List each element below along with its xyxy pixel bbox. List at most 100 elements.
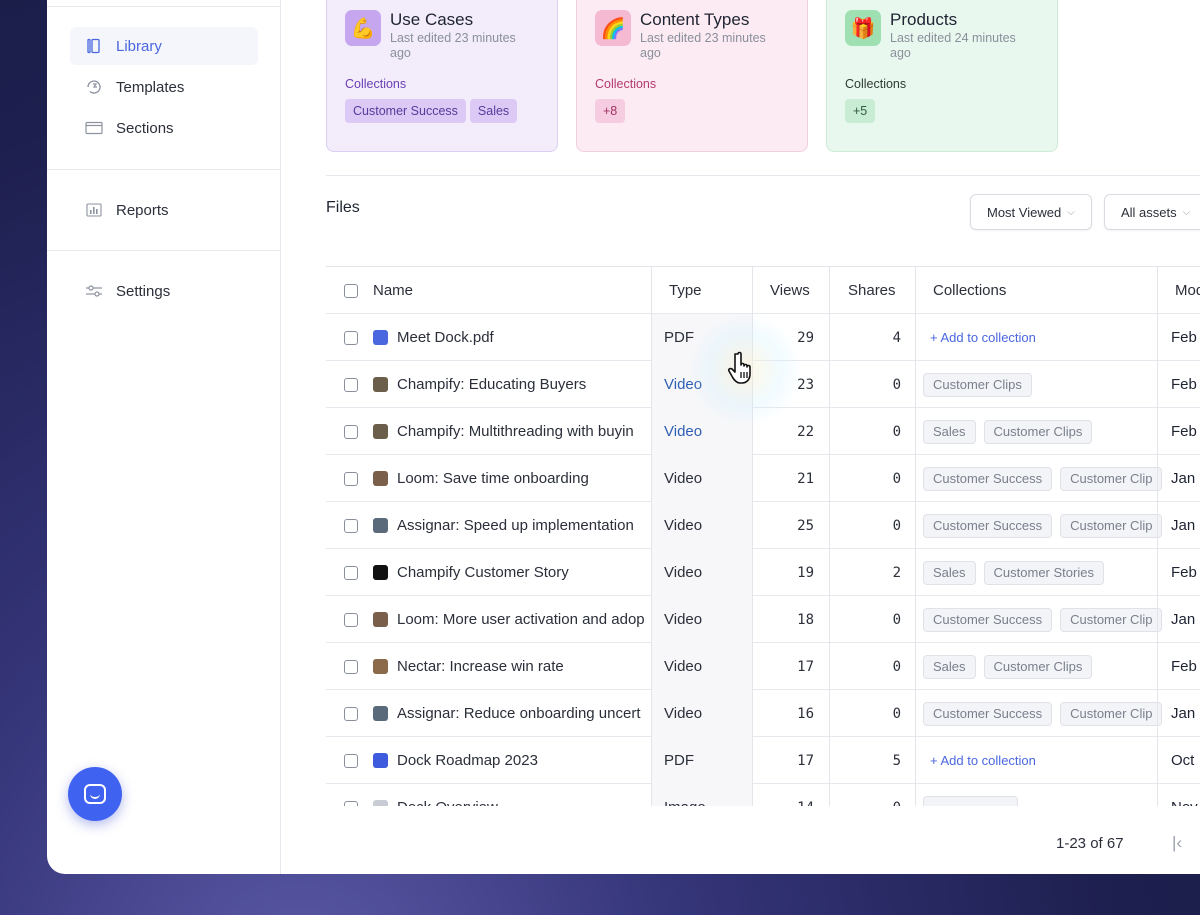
sidebar-item-sections[interactable]: Sections: [70, 109, 258, 147]
file-type: Video: [664, 705, 703, 722]
row-checkbox[interactable]: [344, 612, 358, 627]
collection-chip[interactable]: Sales: [469, 99, 518, 123]
table-row[interactable]: Assignar: Speed up implementation Video 25…: [326, 502, 1200, 549]
chevron-down-icon: ⌵: [1067, 206, 1075, 218]
collection-tag[interactable]: Sales: [923, 419, 976, 444]
sidebar-item-templates[interactable]: Templates: [70, 68, 258, 106]
library-icon: [84, 38, 104, 54]
sidebar-item-settings[interactable]: Settings: [70, 272, 258, 310]
chat-button[interactable]: [68, 767, 122, 821]
column-header-modified[interactable]: Mod: [1175, 282, 1200, 299]
collection-tag[interactable]: Customer Clip: [1060, 701, 1163, 726]
table-row[interactable]: Meet Dock.pdf PDF 29 4 + Add to collection Fe…: [326, 314, 1200, 361]
row-checkbox[interactable]: [344, 800, 358, 806]
table-row[interactable]: Dock Roadmap 2023 PDF 17 5 + Add to collecti…: [326, 737, 1200, 784]
row-checkbox[interactable]: [344, 518, 358, 533]
file-name-cell[interactable]: Nectar: Increase win rate: [373, 643, 651, 690]
collections-cell: Customer Clips: [921, 361, 1163, 408]
row-checkbox[interactable]: [344, 424, 358, 439]
collection-tag[interactable]: Customer Stories: [983, 560, 1104, 585]
collection-tag[interactable]: Sales: [923, 654, 976, 679]
collections-cell: Sales Customer Clips: [921, 408, 1163, 455]
column-header-shares[interactable]: Shares: [848, 282, 896, 299]
file-type: Video: [664, 611, 703, 628]
sidebar-item-library[interactable]: Library: [70, 27, 258, 65]
collection-tag[interactable]: Customer Clips: [923, 372, 1032, 397]
column-divider: [651, 267, 652, 806]
column-header-name[interactable]: Name: [373, 282, 414, 299]
row-checkbox[interactable]: [344, 659, 358, 674]
file-name-cell[interactable]: Loom: Save time onboarding: [373, 455, 651, 502]
table-row[interactable]: Nectar: Increase win rate Video 17 0 Sales Cu…: [326, 643, 1200, 690]
card-chips: +8: [595, 99, 626, 123]
collection-chip[interactable]: Customer Success: [345, 99, 466, 123]
view-count: 25: [797, 517, 814, 534]
collection-tag[interactable]: Customer Clip: [1060, 466, 1163, 491]
type-cell-background: [651, 643, 752, 690]
collection-tag[interactable]: Customer Clip: [1060, 607, 1163, 632]
collection-tag[interactable]: Customer Success: [923, 466, 1053, 491]
file-name-cell[interactable]: Champify: Educating Buyers: [373, 361, 651, 408]
collection-card-content-types[interactable]: 🌈 Content Types Last edited 23 minutes a…: [576, 0, 808, 152]
column-divider: [752, 267, 753, 806]
collection-tag[interactable]: Customer Clips: [983, 419, 1093, 444]
view-count: 16: [797, 705, 814, 722]
file-name: Loom: More user activation and adop: [397, 611, 645, 628]
row-checkbox[interactable]: [344, 330, 358, 345]
row-checkbox-cell: [344, 549, 364, 596]
row-checkbox[interactable]: [344, 471, 358, 486]
add-to-collection-link[interactable]: + Add to collection: [930, 330, 1036, 345]
collection-tag[interactable]: Customer Clips: [983, 654, 1093, 679]
table-row[interactable]: Dock Overview Image14 0 Nov: [326, 784, 1200, 806]
column-header-collections[interactable]: Collections: [933, 282, 1007, 299]
table-row[interactable]: Loom: More user activation and adop Video…: [326, 596, 1200, 643]
first-page-icon[interactable]: |‹: [1172, 833, 1183, 852]
collection-tag[interactable]: Customer Success: [923, 607, 1053, 632]
file-name-cell[interactable]: Meet Dock.pdf: [373, 314, 651, 361]
file-name-cell[interactable]: Dock Overview: [373, 784, 651, 806]
share-count: 4: [892, 329, 901, 346]
table-row[interactable]: Champify: Educating Buyers Video 23 0 Custom…: [326, 361, 1200, 408]
collection-tag[interactable]: [923, 795, 1018, 806]
file-name-cell[interactable]: Dock Roadmap 2023: [373, 737, 651, 784]
file-name-cell[interactable]: Loom: More user activation and adop: [373, 596, 651, 643]
table-row[interactable]: Assignar: Reduce onboarding uncert Video 1…: [326, 690, 1200, 737]
collection-tag[interactable]: Customer Clip: [1060, 513, 1163, 538]
type-cell-background: [651, 690, 752, 737]
collection-card-products[interactable]: 🎁 Products Last edited 24 minutes ago Co…: [826, 0, 1058, 152]
file-name: Champify: Educating Buyers: [397, 376, 587, 393]
add-to-collection-link[interactable]: + Add to collection: [930, 753, 1036, 768]
file-name-cell[interactable]: Champify Customer Story: [373, 549, 651, 596]
file-name-cell[interactable]: Champify: Multithreading with buyin: [373, 408, 651, 455]
asset-filter-dropdown[interactable]: All assets ⌵: [1104, 194, 1200, 230]
table-row[interactable]: Champify: Multithreading with buyin Video…: [326, 408, 1200, 455]
row-checkbox[interactable]: [344, 565, 358, 580]
row-checkbox[interactable]: [344, 706, 358, 721]
table-row[interactable]: Champify Customer Story Video 19 2 Sales Cust…: [326, 549, 1200, 596]
collection-tag[interactable]: Customer Success: [923, 701, 1053, 726]
column-header-views[interactable]: Views: [770, 282, 810, 299]
select-all-checkbox[interactable]: [344, 283, 358, 298]
table-row[interactable]: Loom: Save time onboarding Video 21 0 Custom…: [326, 455, 1200, 502]
row-checkbox[interactable]: [344, 753, 358, 768]
file-thumbnail-icon: [373, 330, 388, 345]
sort-dropdown[interactable]: Most Viewed ⌵: [970, 194, 1092, 230]
sidebar-item-reports[interactable]: Reports: [70, 191, 258, 229]
chat-bubble-icon: [84, 784, 106, 804]
collection-card-use-cases[interactable]: 💪 Use Cases Last edited 23 minutes ago C…: [326, 0, 558, 152]
file-name-cell[interactable]: Assignar: Reduce onboarding uncert: [373, 690, 651, 737]
row-checkbox[interactable]: [344, 377, 358, 392]
collections-cell: Customer Success Customer Clip: [921, 502, 1163, 549]
file-thumbnail-icon: [373, 565, 388, 580]
collection-chip[interactable]: +8: [595, 99, 626, 123]
file-name-cell[interactable]: Assignar: Speed up implementation: [373, 502, 651, 549]
collection-tag[interactable]: Customer Success: [923, 513, 1053, 538]
collection-chip[interactable]: +5: [845, 99, 876, 123]
sidebar-divider: [47, 169, 281, 170]
collections-cell: Customer Success Customer Clip: [921, 596, 1163, 643]
collection-tag[interactable]: Sales: [923, 560, 976, 585]
column-header-type[interactable]: Type: [669, 282, 702, 299]
collections-cell: Sales Customer Clips: [921, 643, 1163, 690]
type-cell-background: [651, 737, 752, 784]
section-divider: [326, 175, 1200, 176]
